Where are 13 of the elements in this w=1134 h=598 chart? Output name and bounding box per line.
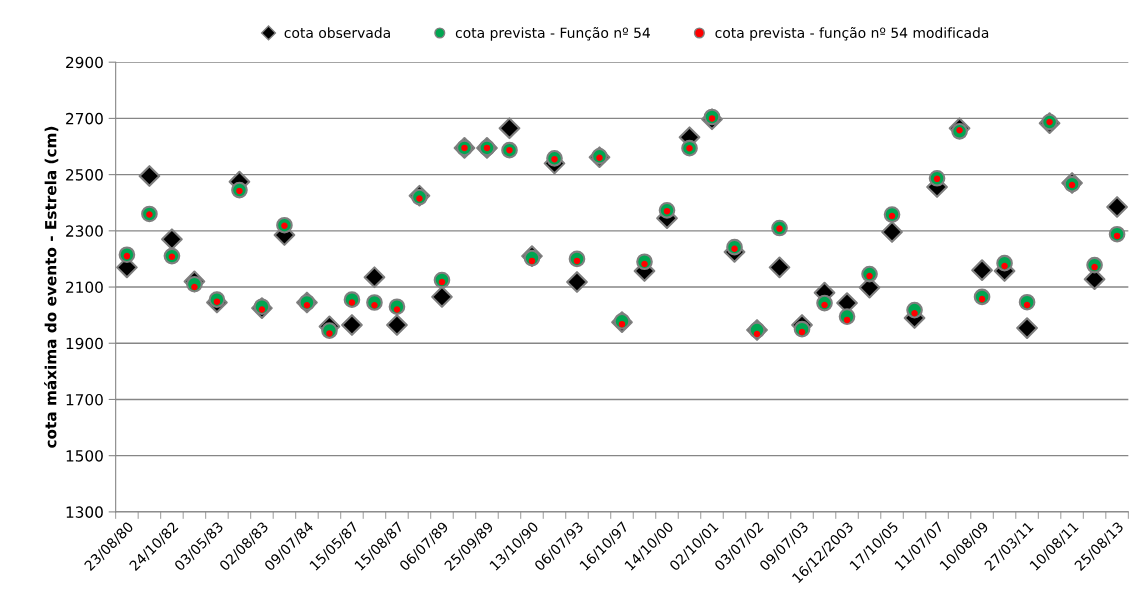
y-axis-title: cota máxima do evento - Estrela (cm) (44, 126, 59, 448)
y-tick-label: 2500 (66, 169, 103, 181)
legend-label: cota prevista - Função nº 54 (455, 27, 650, 41)
y-tick-label: 1500 (66, 450, 103, 462)
legend-label: cota prevista - função nº 54 modificada (715, 27, 989, 41)
y-tick-label: 2900 (66, 56, 103, 69)
y-tick-label: 1900 (66, 337, 103, 350)
y-tick-label: 2700 (66, 112, 103, 125)
legend-label: cota observada (284, 27, 390, 39)
y-tick-label: 1300 (66, 506, 103, 518)
y-tick-label: 1700 (66, 393, 103, 406)
y-tick-label: 2100 (66, 281, 103, 294)
y-tick-label: 2300 (66, 225, 103, 237)
